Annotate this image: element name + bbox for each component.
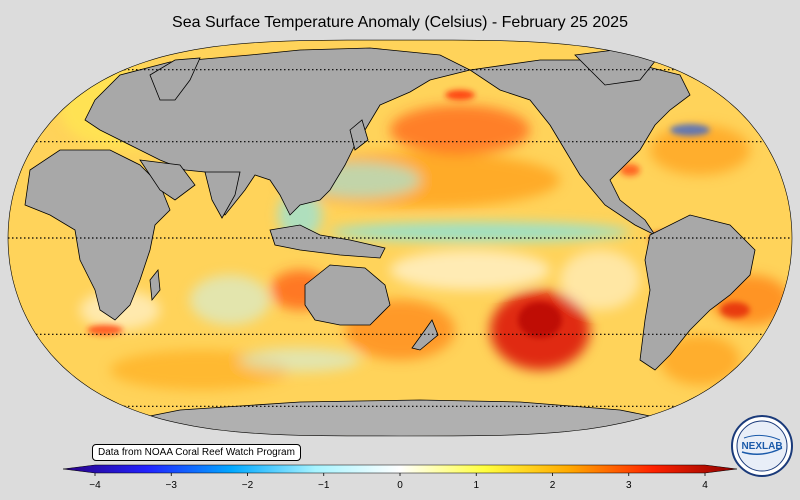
- scandinavia-landmass: [149, 57, 201, 101]
- colorbar-tick-label: −2: [242, 480, 254, 491]
- japan-landmass: [349, 119, 369, 151]
- colorbar-tick-label: −3: [166, 480, 178, 491]
- arabia-landmass: [139, 159, 196, 201]
- madagascar-landmass: [149, 268, 161, 302]
- india-landmass: [204, 171, 241, 219]
- colorbar-tick-label: 1: [473, 480, 479, 491]
- continents: [24, 47, 756, 436]
- colorbar-tick-label: 0: [397, 480, 403, 491]
- africa-landmass: [24, 149, 171, 321]
- latitude-lines: [8, 69, 792, 407]
- globe-outline: [7, 39, 793, 437]
- indonesia-landmass: [269, 224, 386, 259]
- nexlab-logo: NEXLAB: [731, 415, 793, 477]
- colorbar-tick-label: −1: [318, 480, 330, 491]
- data-credit-label: Data from NOAA Coral Reef Watch Program: [92, 444, 301, 461]
- colorbar: −4 −3 −2 −1 0 1 2 3 4: [62, 464, 738, 491]
- colorbar-tick-label: 2: [550, 480, 556, 491]
- map-title: Sea Surface Temperature Anomaly (Celsius…: [172, 14, 628, 31]
- colorbar-ticks: −4 −3 −2 −1 0 1 2 3 4: [89, 473, 708, 491]
- australia-landmass: [304, 264, 391, 326]
- new-zealand-landmass: [411, 319, 439, 351]
- colorbar-gradient: [62, 464, 738, 474]
- colorbar-tick-label: 4: [702, 480, 708, 491]
- logo-text: NEXLAB: [741, 441, 782, 452]
- colorbar-tick-label: −4: [89, 480, 101, 491]
- north-america-landmass: [468, 59, 691, 237]
- south-america-landmass: [639, 214, 756, 371]
- colorbar-tick-label: 3: [626, 480, 632, 491]
